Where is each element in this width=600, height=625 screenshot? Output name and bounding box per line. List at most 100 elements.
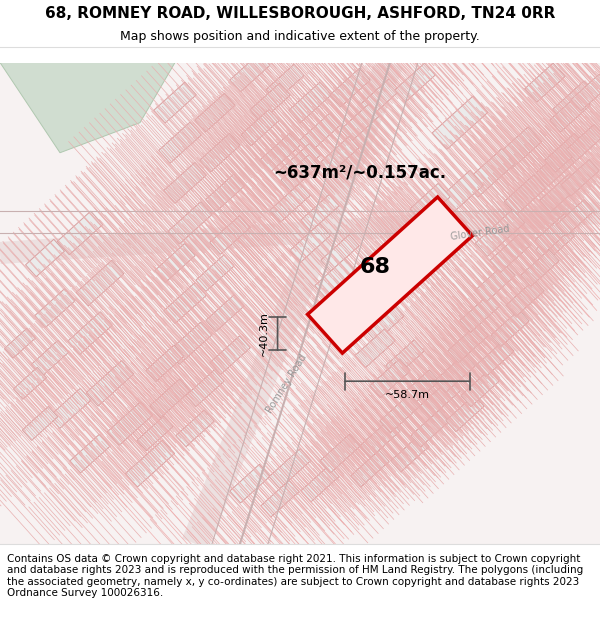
Polygon shape [196, 255, 234, 291]
Polygon shape [155, 244, 195, 282]
Polygon shape [490, 234, 530, 272]
Polygon shape [26, 239, 64, 277]
Polygon shape [335, 294, 375, 333]
Polygon shape [300, 113, 340, 152]
Polygon shape [461, 370, 499, 407]
Polygon shape [437, 170, 484, 216]
Polygon shape [250, 83, 290, 122]
Polygon shape [301, 465, 339, 502]
Polygon shape [360, 419, 400, 458]
Polygon shape [125, 440, 175, 487]
Polygon shape [164, 162, 206, 203]
Polygon shape [206, 174, 244, 211]
Polygon shape [195, 93, 235, 132]
Polygon shape [401, 370, 439, 407]
Polygon shape [475, 264, 515, 302]
Polygon shape [22, 406, 58, 441]
Polygon shape [5, 328, 35, 358]
Polygon shape [281, 154, 319, 191]
Polygon shape [13, 368, 47, 399]
Polygon shape [361, 79, 400, 116]
Polygon shape [535, 214, 575, 253]
Polygon shape [366, 305, 404, 341]
Text: ~637m²/~0.157ac.: ~637m²/~0.157ac. [274, 164, 446, 182]
Polygon shape [280, 143, 320, 182]
Polygon shape [341, 104, 379, 141]
Polygon shape [475, 209, 524, 256]
Polygon shape [566, 124, 600, 161]
Polygon shape [269, 449, 311, 489]
Polygon shape [230, 53, 270, 92]
Polygon shape [391, 435, 429, 472]
Polygon shape [241, 109, 279, 146]
Polygon shape [380, 394, 420, 432]
Polygon shape [330, 68, 370, 107]
Polygon shape [107, 402, 153, 445]
Text: 68, ROMNEY ROAD, WILLESBOROUGH, ASHFORD, TN24 0RR: 68, ROMNEY ROAD, WILLESBOROUGH, ASHFORD,… [45, 6, 555, 21]
Polygon shape [545, 133, 585, 172]
Polygon shape [289, 82, 331, 123]
Polygon shape [410, 183, 450, 222]
Polygon shape [395, 63, 435, 102]
Polygon shape [355, 329, 395, 367]
Polygon shape [465, 149, 515, 197]
Polygon shape [210, 336, 250, 374]
Polygon shape [146, 345, 184, 382]
Polygon shape [446, 395, 484, 432]
Polygon shape [137, 416, 173, 451]
Polygon shape [31, 340, 69, 376]
Polygon shape [86, 361, 134, 406]
Text: Map shows position and indicative extent of the property.: Map shows position and indicative extent… [120, 30, 480, 43]
Polygon shape [540, 174, 580, 213]
Polygon shape [571, 74, 600, 111]
Polygon shape [321, 136, 359, 173]
Polygon shape [320, 434, 360, 473]
Polygon shape [525, 63, 565, 102]
Text: Romney Road: Romney Road [265, 352, 309, 414]
Polygon shape [550, 93, 590, 132]
Polygon shape [411, 410, 449, 447]
Polygon shape [150, 379, 190, 418]
Polygon shape [556, 199, 594, 236]
Polygon shape [76, 260, 124, 306]
Polygon shape [70, 434, 110, 473]
Polygon shape [260, 133, 300, 172]
Polygon shape [230, 464, 270, 503]
Polygon shape [506, 280, 544, 316]
Polygon shape [301, 194, 339, 231]
Text: Glover Road: Glover Road [450, 224, 510, 242]
Text: 68: 68 [359, 257, 391, 277]
Polygon shape [341, 270, 379, 306]
Polygon shape [57, 211, 103, 255]
Polygon shape [536, 224, 574, 262]
Polygon shape [0, 62, 175, 152]
Polygon shape [290, 224, 330, 262]
Polygon shape [49, 388, 91, 429]
Polygon shape [561, 159, 599, 196]
Text: ~58.7m: ~58.7m [385, 390, 430, 400]
Polygon shape [270, 184, 310, 222]
Polygon shape [386, 340, 424, 377]
Polygon shape [176, 410, 214, 447]
Polygon shape [210, 216, 250, 254]
Polygon shape [553, 81, 597, 124]
Polygon shape [266, 64, 304, 101]
Polygon shape [35, 289, 75, 328]
Polygon shape [370, 359, 410, 398]
Polygon shape [164, 282, 206, 324]
Polygon shape [420, 379, 460, 418]
Polygon shape [200, 133, 240, 172]
Polygon shape [435, 354, 475, 392]
Polygon shape [536, 149, 574, 186]
Polygon shape [186, 370, 224, 407]
Polygon shape [460, 294, 500, 333]
Polygon shape [261, 480, 299, 517]
Polygon shape [499, 127, 542, 169]
Polygon shape [154, 82, 196, 123]
Polygon shape [168, 322, 212, 364]
Polygon shape [321, 234, 359, 271]
Polygon shape [448, 324, 488, 362]
Polygon shape [351, 450, 389, 487]
Polygon shape [206, 295, 244, 331]
Polygon shape [0, 202, 600, 264]
